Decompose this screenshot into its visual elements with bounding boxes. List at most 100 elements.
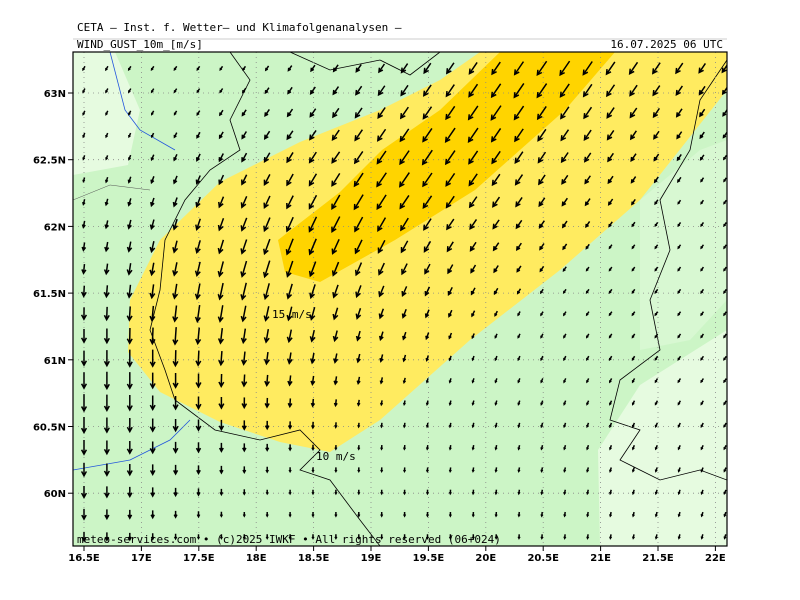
wind-arrow	[492, 196, 501, 208]
wind-arrow	[380, 534, 384, 540]
wind-arrow	[722, 154, 727, 161]
wind-arrow	[494, 511, 498, 518]
wind-arrow	[286, 283, 293, 300]
wind-arrow	[331, 238, 340, 255]
wind-arrow	[517, 333, 521, 339]
wind-arrow	[150, 197, 155, 208]
wind-arrow	[172, 327, 179, 346]
wind-arrow	[424, 286, 431, 297]
wind-arrow	[490, 105, 502, 121]
wind-arrow	[356, 353, 361, 364]
wind-arrow	[128, 88, 132, 94]
wind-arrow	[421, 149, 433, 166]
wind-arrow	[471, 444, 475, 451]
wind-arrow	[723, 422, 727, 428]
wind-arrow	[218, 442, 224, 453]
wind-arrow	[285, 238, 294, 256]
wind-arrow	[241, 87, 247, 94]
wind-arrow	[287, 398, 293, 409]
wind-arrow	[722, 131, 727, 139]
wind-arrow	[723, 355, 727, 361]
wind-arrow	[700, 467, 704, 473]
wind-arrow	[150, 176, 155, 185]
wind-arrow	[654, 489, 658, 496]
wind-arrow	[173, 65, 178, 71]
wind-arrow	[586, 355, 590, 362]
wind-arrow	[584, 175, 591, 185]
wind-arrow	[631, 422, 636, 429]
wind-arrow	[540, 467, 544, 473]
wind-arrow	[149, 418, 156, 433]
wind-arrow	[491, 173, 501, 187]
wind-arrow	[515, 219, 523, 230]
wind-arrow	[286, 173, 294, 187]
wind-arrow	[586, 444, 590, 451]
wind-arrow	[380, 467, 384, 473]
wind-arrow	[677, 311, 682, 317]
wind-arrow	[217, 282, 224, 301]
wind-arrow	[286, 329, 293, 344]
wind-arrow	[82, 65, 86, 72]
wind-arrow	[399, 194, 410, 210]
wind-arrow	[631, 489, 635, 496]
wind-arrow	[354, 216, 364, 233]
wind-arrow	[332, 330, 339, 343]
wind-arrow	[539, 288, 544, 295]
wind-arrow	[631, 244, 636, 250]
wind-arrow	[398, 172, 410, 188]
wind-arrow	[354, 262, 363, 277]
wind-arrow	[378, 331, 384, 342]
wind-arrow	[195, 327, 202, 346]
wind-arrow	[263, 195, 271, 210]
wind-arrow	[126, 349, 133, 368]
wind-arrow	[172, 464, 179, 476]
wind-arrow	[355, 285, 362, 299]
wind-arrow	[218, 174, 225, 186]
lon-label: 18.5E	[298, 553, 330, 564]
wind-arrow	[654, 244, 659, 250]
field-high	[278, 52, 615, 282]
wind-arrow	[583, 129, 592, 142]
wind-arrow	[126, 440, 133, 455]
wind-arrow	[127, 154, 132, 161]
wind-arrow	[608, 266, 613, 272]
wind-arrow	[127, 486, 133, 499]
wind-arrow	[127, 509, 133, 520]
wind-arrow	[310, 64, 316, 73]
coastline	[149, 52, 381, 546]
wind-arrow	[539, 243, 545, 251]
wind-arrow	[242, 443, 247, 453]
wind-arrow	[630, 153, 637, 163]
contour-label: 10 m/s	[316, 450, 356, 463]
wind-arrow	[149, 327, 156, 346]
wind-arrow	[540, 333, 544, 339]
wind-arrow	[240, 217, 248, 232]
wind-arrow	[103, 486, 110, 499]
wind-arrow	[173, 88, 178, 94]
wind-arrow	[513, 82, 525, 99]
wind-arrow	[149, 305, 156, 323]
wind-arrow	[536, 83, 548, 99]
wind-arrow	[286, 130, 294, 141]
wind-arrow	[355, 308, 362, 320]
wind-arrow	[399, 150, 410, 166]
wind-arrow	[653, 176, 659, 184]
wind-arrow	[517, 311, 521, 317]
wind-arrow	[311, 534, 315, 540]
wind-arrow	[723, 288, 727, 294]
wind-arrow	[357, 534, 361, 540]
wind-arrow	[469, 241, 477, 252]
wind-arrow	[311, 489, 315, 496]
wind-arrow	[219, 534, 223, 540]
wind-arrow	[609, 444, 613, 451]
wind-arrow	[80, 485, 88, 500]
wind-arrow	[172, 441, 179, 454]
wind-arrow	[721, 64, 727, 74]
wind-arrow	[195, 196, 201, 208]
wind-arrow	[400, 84, 409, 97]
lon-label: 18E	[246, 553, 267, 564]
wind-arrow	[265, 466, 269, 474]
wind-arrow	[493, 287, 499, 296]
wind-arrow	[516, 265, 522, 273]
wind-arrow	[403, 445, 407, 451]
